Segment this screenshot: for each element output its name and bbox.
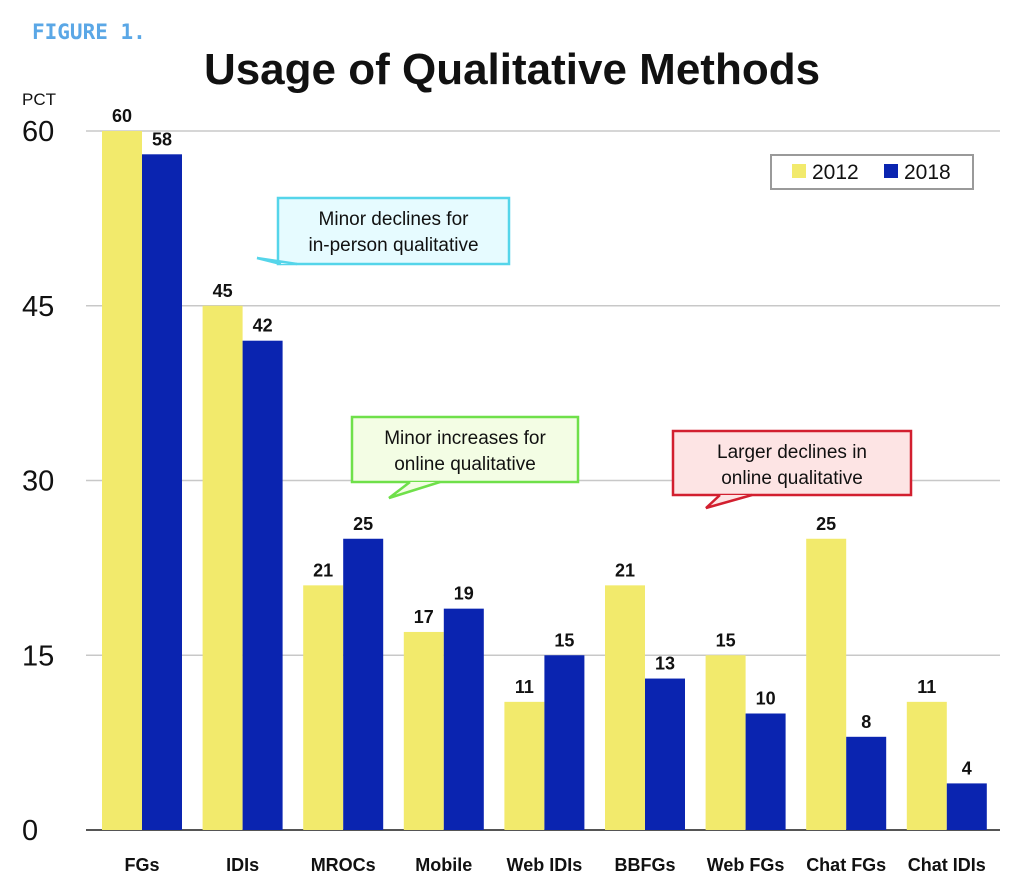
data-label: 21 <box>313 560 333 580</box>
x-tick-label: FGs <box>124 855 159 875</box>
legend-label: 2018 <box>904 161 951 184</box>
bar-2012-web-fgs <box>705 655 746 830</box>
callout-text-line: in-person qualitative <box>308 235 478 256</box>
callout-text-line: Minor declines for <box>319 209 470 230</box>
x-tick-label: Chat IDIs <box>908 855 986 875</box>
y-axis-unit-label: PCT <box>22 90 56 109</box>
callout-text-line: Minor increases for <box>384 428 546 449</box>
bars <box>102 131 987 831</box>
bar-2018-mrocs <box>343 538 384 830</box>
bar-2012-web-idis <box>504 701 545 830</box>
x-tick-label: Chat FGs <box>806 855 886 875</box>
callout-box <box>671 429 913 497</box>
bar-2018-web-fgs <box>745 713 786 830</box>
bar-2012-mrocs <box>303 585 344 830</box>
data-label: 17 <box>414 607 434 627</box>
bar-2018-mobile <box>443 608 484 830</box>
bar-2018-idis <box>242 340 283 830</box>
y-axis-ticks: 0 15 30 45 60 <box>22 116 54 847</box>
bar-2018-fgs <box>142 154 182 831</box>
bar-2012-chat-fgs <box>806 538 847 830</box>
callout-box <box>350 415 580 484</box>
callout-3: Larger declines in online qualitative <box>671 429 913 510</box>
x-tick-label: Web IDIs <box>507 855 583 875</box>
x-axis-ticks: FGs IDIs MROCs Mobile Web IDIs BBFGs Web FGs Ch… <box>124 855 985 875</box>
data-label: 15 <box>716 630 736 650</box>
callout-box <box>276 196 511 266</box>
legend-swatch-2012 <box>792 164 806 178</box>
data-label: 21 <box>615 560 635 580</box>
callout-1: Minor declines for in-person qualitative <box>256 196 511 266</box>
data-label: 4 <box>962 758 972 778</box>
y-tick-label: 45 <box>22 291 54 323</box>
legend-label: 2012 <box>812 161 859 184</box>
data-label: 11 <box>515 677 534 697</box>
x-tick-label: Mobile <box>415 855 472 875</box>
x-tick-label: Web FGs <box>707 855 785 875</box>
y-tick-label: 60 <box>22 116 54 148</box>
bar-2018-chat-idis <box>946 783 987 830</box>
callout-tail <box>705 493 753 510</box>
y-tick-label: 30 <box>22 466 54 498</box>
legend-swatch-2018 <box>884 164 898 178</box>
bar-2012-fgs <box>102 131 142 830</box>
data-label: 25 <box>816 514 836 534</box>
bar-2018-web-idis <box>544 655 585 830</box>
callout-tail <box>388 480 441 500</box>
callout-text-line: Larger declines in <box>717 442 867 463</box>
x-tick-label: BBFGs <box>614 855 675 875</box>
data-label: 13 <box>655 654 675 674</box>
x-tick-label: IDIs <box>226 855 259 875</box>
chart-title: Usage of Qualitative Methods <box>204 45 820 94</box>
data-label: 25 <box>353 514 373 534</box>
bar-2012-idis <box>202 305 243 830</box>
data-labels: 60 58 45 42 21 25 17 19 11 15 21 13 15 10 25 8 11 4 <box>112 106 972 778</box>
legend: 2012 2018 <box>770 154 974 190</box>
y-tick-label: 0 <box>22 815 38 847</box>
bar-2012-chat-idis <box>906 701 947 830</box>
callout-text-line: online qualitative <box>721 468 863 489</box>
bar-2012-bbfgs <box>605 585 645 830</box>
data-label: 45 <box>213 281 233 301</box>
data-label: 8 <box>861 712 871 732</box>
callout-2: Minor increases for online qualitative <box>350 415 580 500</box>
callout-tail <box>256 256 298 266</box>
data-label: 60 <box>112 106 132 126</box>
data-label: 19 <box>454 584 474 604</box>
bar-2018-bbfgs <box>645 678 685 830</box>
bar-2012-mobile <box>403 631 444 830</box>
data-label: 58 <box>152 129 172 149</box>
bar-2018-chat-fgs <box>846 736 887 830</box>
data-label: 10 <box>756 689 776 709</box>
y-tick-label: 15 <box>22 640 54 672</box>
data-label: 42 <box>253 316 273 336</box>
data-label: 15 <box>554 630 574 650</box>
callout-text-line: online qualitative <box>394 454 536 475</box>
data-label: 11 <box>917 677 936 697</box>
x-tick-label: MROCs <box>311 855 376 875</box>
figure-label: FIGURE 1. <box>32 20 146 44</box>
